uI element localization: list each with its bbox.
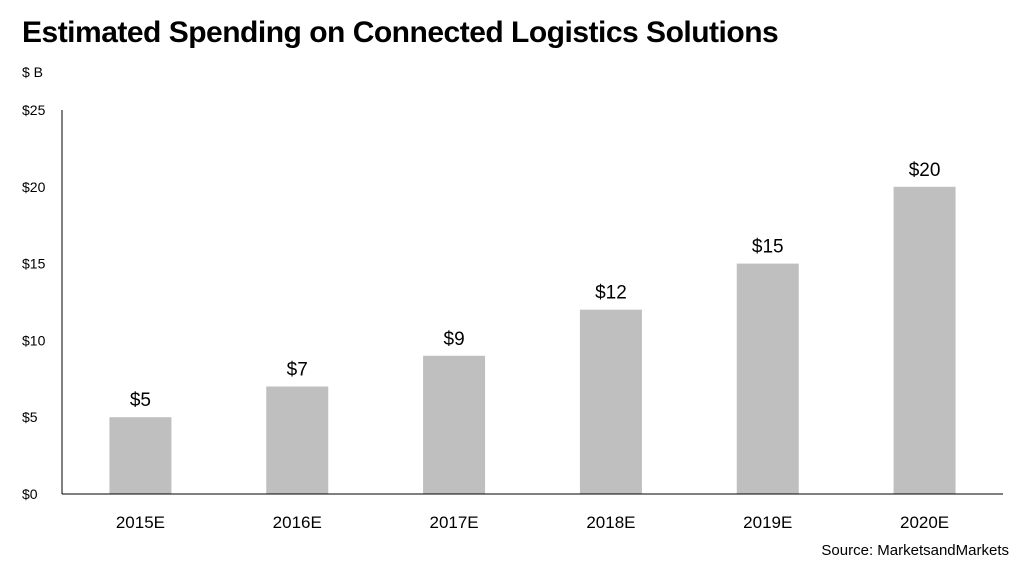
data-label: $7: [287, 359, 308, 380]
y-tick-label: $15: [22, 256, 46, 272]
y-axis-unit-label: $ B: [22, 64, 44, 80]
x-tick-label: 2019E: [743, 513, 792, 532]
bar-2015E: [109, 417, 172, 494]
bar-2019E: [736, 263, 799, 494]
y-tick-label: $20: [22, 179, 46, 195]
data-label: $15: [752, 237, 784, 258]
y-tick-label: $10: [22, 332, 46, 348]
data-label: $5: [130, 390, 151, 411]
data-label: $20: [909, 160, 941, 181]
x-tick-label: 2017E: [429, 513, 478, 532]
y-tick-label: $5: [22, 409, 38, 425]
bar-2016E: [266, 386, 329, 494]
bar-2017E: [423, 355, 486, 494]
x-tick-label: 2018E: [586, 513, 635, 532]
bars: [109, 186, 956, 495]
bar-2020E: [893, 186, 956, 495]
x-tick-label: 2020E: [900, 513, 949, 532]
source-note: Source: MarketsandMarkets: [821, 542, 1009, 559]
x-tick-label: 2015E: [116, 513, 165, 532]
data-label: $9: [444, 329, 465, 350]
x-axis-category-labels: 2015E 2016E 2017E 2018E 2019E 2020E: [116, 513, 949, 532]
y-tick-label: $0: [22, 486, 38, 502]
data-labels: $5 $7 $9 $12 $15 $20: [130, 160, 941, 411]
data-label: $12: [595, 283, 627, 304]
y-tick-label: $25: [22, 102, 46, 118]
x-tick-label: 2016E: [273, 513, 322, 532]
bar-2018E: [579, 309, 642, 494]
chart-title: Estimated Spending on Connected Logistic…: [22, 16, 779, 49]
y-axis-ticks: $0 $5 $10 $15 $20 $25: [22, 102, 46, 502]
